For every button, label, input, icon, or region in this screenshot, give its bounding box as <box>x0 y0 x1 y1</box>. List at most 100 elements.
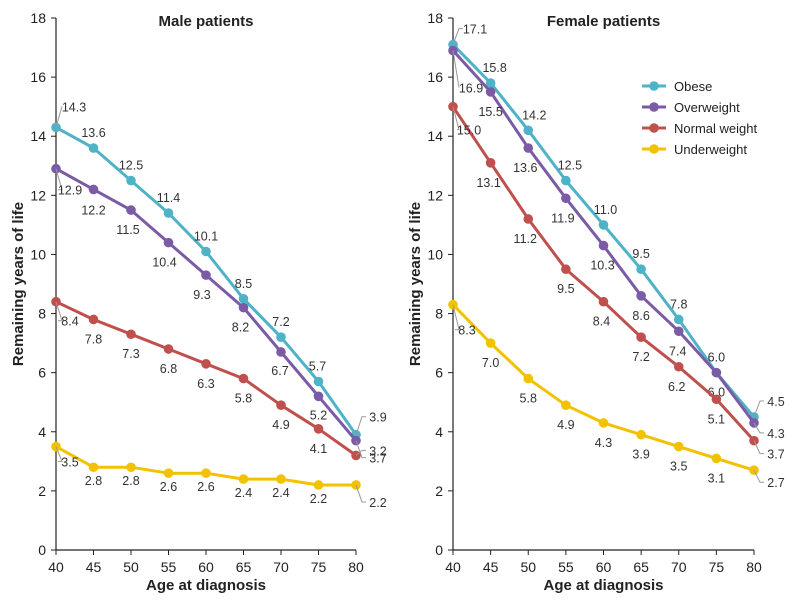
female-x-tick-label: 70 <box>671 559 687 575</box>
male-normal-weight-point <box>126 329 136 340</box>
male-obese-point <box>88 143 99 153</box>
legend: Obese Overweight Normal weight Underweight <box>642 79 757 157</box>
male-x-tick-label: 65 <box>236 559 252 575</box>
female-overweight-point <box>598 240 609 251</box>
male-normal-weight-data-label: 8.4 <box>61 315 78 329</box>
female-obese-data-label: 6.0 <box>708 351 725 365</box>
female-underweight-point <box>523 373 534 384</box>
male-overweight-data-label: 6.7 <box>271 364 288 378</box>
male-normal-weight-point <box>276 400 286 410</box>
male-y-tick-label: 8 <box>38 306 46 322</box>
female-y-tick-label: 10 <box>427 246 443 262</box>
female-overweight-label-leader <box>452 50 460 88</box>
female-normal-weight-data-label: 11.2 <box>514 232 537 246</box>
male-x-tick-label: 60 <box>198 559 214 575</box>
female-obese-data-label: 7.8 <box>670 297 687 311</box>
female-x-tick-label: 80 <box>746 559 762 575</box>
male-underweight-data-label: 2.2 <box>310 492 327 506</box>
female-normal-weight-point <box>448 101 458 112</box>
male-overweight-point <box>163 237 174 248</box>
male-obese-data-label: 8.5 <box>235 277 252 291</box>
female-obese-point <box>673 314 684 325</box>
male-underweight-point <box>88 462 99 473</box>
male-overweight-point <box>276 347 286 357</box>
male-overweight-data-label: 5.2 <box>310 408 327 422</box>
male-obese-point <box>238 293 249 304</box>
female-underweight-point <box>636 429 646 440</box>
female-normal-weight-data-label: 8.4 <box>593 315 610 329</box>
male-obese-point <box>163 208 174 218</box>
male-overweight-data-label: 11.5 <box>116 223 139 237</box>
male-overweight-label-leader <box>355 440 366 459</box>
female-obese-data-label: 15.8 <box>482 61 506 75</box>
female-y-tick-label: 6 <box>435 365 443 381</box>
male-x-tick-label: 80 <box>348 559 364 575</box>
male-normal-weight-data-label: 6.8 <box>160 362 177 376</box>
female-overweight-data-label: 13.6 <box>513 161 537 175</box>
male-underweight-data-label: 2.8 <box>85 474 102 488</box>
female-x-tick-label: 40 <box>445 559 461 575</box>
female-underweight-label-leader <box>753 469 764 483</box>
female-underweight-point <box>561 400 571 410</box>
legend-underweight-swatch-dot <box>649 144 659 154</box>
male-overweight-point <box>126 205 136 215</box>
female-overweight-data-label: 16.9 <box>459 82 483 96</box>
male-normal-weight-data-label: 4.1 <box>310 442 327 456</box>
female-normal-weight-point <box>561 264 571 275</box>
female-y-tick-label: 12 <box>427 187 443 203</box>
female-normal-weight-data-label: 15.0 <box>457 124 481 138</box>
male-underweight-data-label: 2.4 <box>272 486 289 500</box>
female-obese-data-label: 12.5 <box>558 159 582 173</box>
female-underweight-data-label: 4.3 <box>595 436 612 450</box>
female-overweight-point <box>673 326 684 337</box>
female-underweight-point <box>598 418 609 428</box>
female-overweight-point <box>711 367 722 378</box>
male-underweight-data-label: 3.5 <box>61 456 78 470</box>
legend-overweight-label: Overweight <box>674 100 740 115</box>
male-underweight-data-label: 2.2 <box>369 496 386 510</box>
male-x-tick-label: 40 <box>48 559 64 575</box>
male-panel-title: Male patients <box>158 13 253 30</box>
female-obese-point <box>485 78 496 88</box>
male-underweight-point <box>276 474 286 484</box>
male-obese-data-label: 10.1 <box>194 229 218 243</box>
female-obese-point <box>561 175 571 186</box>
female-y-tick-label: 8 <box>435 306 443 322</box>
legend-obese-label: Obese <box>674 79 712 94</box>
female-underweight-data-label: 7.0 <box>482 356 499 370</box>
female-normal-weight-data-label: 6.2 <box>668 380 685 394</box>
female-normal-weight-point <box>523 214 534 224</box>
male-underweight-point <box>238 474 249 484</box>
male-obese-point <box>276 332 286 343</box>
female-normal-weight-label-leader <box>452 106 460 131</box>
female-y-tick-label: 0 <box>435 542 443 558</box>
female-overweight-data-label: 7.4 <box>669 344 686 358</box>
male-x-tick-label: 75 <box>311 559 327 575</box>
female-y-tick-label: 14 <box>427 128 443 144</box>
female-obese-label-leader <box>753 400 764 418</box>
female-panel-title: Female patients <box>547 13 660 30</box>
male-overweight-data-label: 8.2 <box>232 321 249 335</box>
legend-normal-weight-label: Normal weight <box>674 121 757 136</box>
female-underweight-label-leader <box>452 304 460 331</box>
male-normal-weight-data-label: 7.8 <box>85 332 102 346</box>
female-normal-weight-label-leader <box>753 440 764 455</box>
female-normal-weight-data-label: 5.1 <box>708 412 725 426</box>
male-underweight-label-leader <box>355 484 366 503</box>
female-normal-weight-data-label: 13.1 <box>476 176 500 190</box>
female-underweight-data-label: 2.7 <box>767 476 784 490</box>
male-y-tick-label: 4 <box>38 424 46 440</box>
male-y-tick-label: 14 <box>30 128 46 144</box>
female-x-tick-label: 60 <box>596 559 612 575</box>
female-obese-data-label: 4.5 <box>767 395 784 409</box>
legend-underweight-label: Underweight <box>674 142 747 157</box>
female-overweight-point <box>523 143 534 153</box>
female-y-tick-label: 2 <box>435 483 443 499</box>
female-overweight-point <box>561 193 571 204</box>
male-overweight-point <box>238 302 249 313</box>
female-y-tick-label: 4 <box>435 424 443 440</box>
male-normal-weight-data-label: 7.3 <box>122 347 139 361</box>
male-y-tick-label: 2 <box>38 483 46 499</box>
female-overweight-point <box>485 87 496 97</box>
